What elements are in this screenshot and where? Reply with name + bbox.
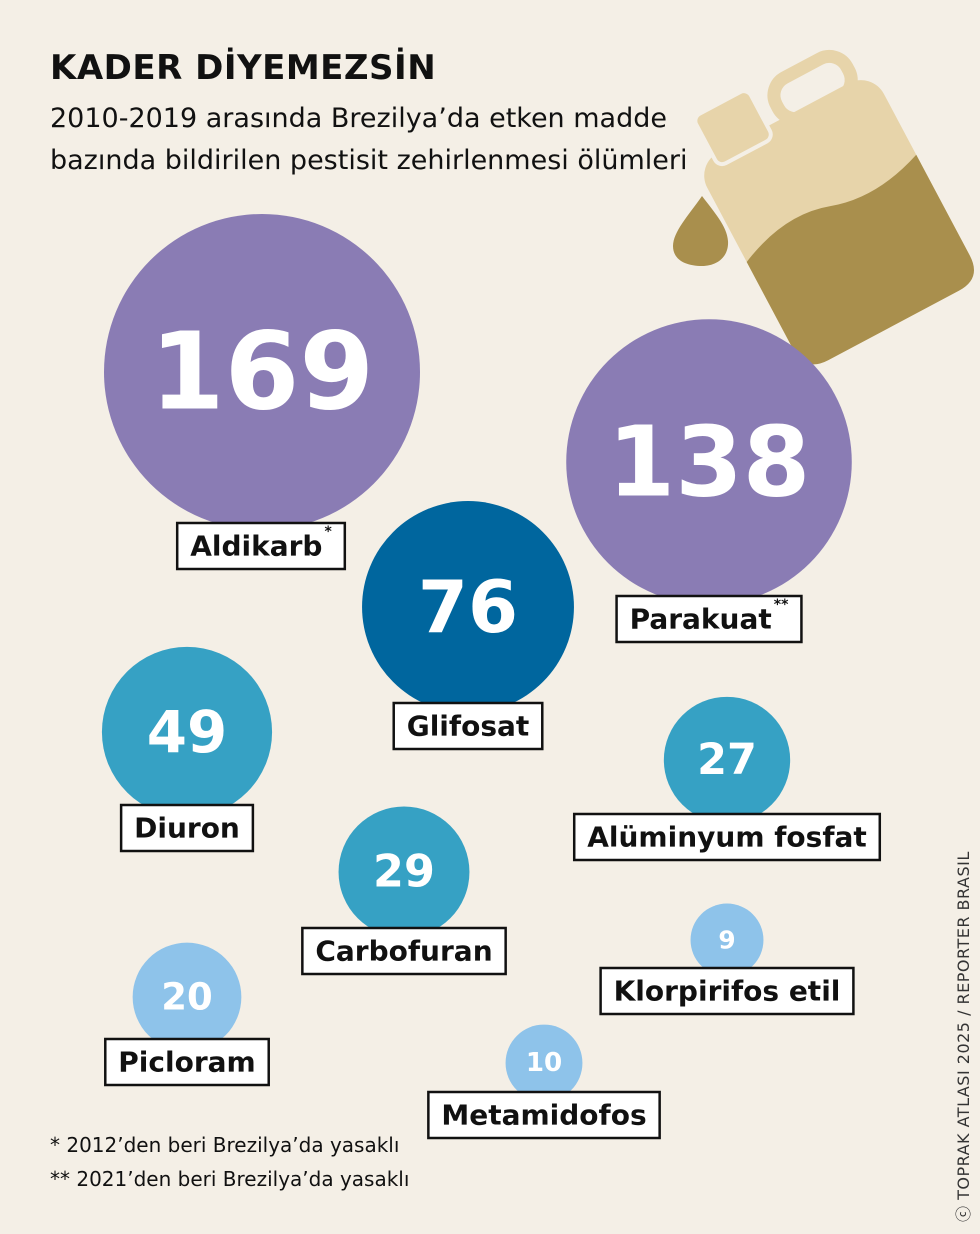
value-label-klorpirifos-etil: 9 xyxy=(718,926,735,955)
category-label-parakuat: Parakuat xyxy=(630,603,772,636)
value-label-parakuat: 138 xyxy=(608,406,811,519)
footnotes: * 2012’den beri Brezilya’da yasaklı ** 2… xyxy=(50,1128,409,1196)
bubble-al-minyum-fosfat xyxy=(663,696,791,824)
source-credit: ⓒ TOPRAK ATLASI 2025 / REPORTER BRASIL xyxy=(950,851,974,1222)
value-label-glifosat: 76 xyxy=(418,565,518,649)
bubble-klorpirifos-etil xyxy=(690,903,764,977)
value-label-picloram: 20 xyxy=(161,976,212,1019)
label-box-diuron xyxy=(119,803,255,853)
label-box-al-minyum-fosfat xyxy=(572,812,882,862)
bubble-metamidofos xyxy=(505,1024,583,1102)
value-label-carbofuran: 29 xyxy=(373,847,435,898)
chart-subtitle: 2010-2019 arasında Brezilya’da etken mad… xyxy=(50,103,688,176)
value-label-al-minyum-fosfat: 27 xyxy=(697,735,757,785)
chart-title: KADER DİYEMEZSİN xyxy=(50,48,437,88)
footnote-marker-parakuat: ** xyxy=(774,597,789,613)
creative-commons-icon: ⓒ xyxy=(954,1199,973,1222)
value-label-diuron: 49 xyxy=(147,698,228,766)
category-label-klorpirifos-etil: Klorpirifos etil xyxy=(614,975,841,1008)
footnote-aldikarb: * 2012’den beri Brezilya’da yasaklı xyxy=(50,1133,400,1157)
category-label-picloram: Picloram xyxy=(118,1046,255,1079)
category-label-metamidofos: Metamidofos xyxy=(441,1099,646,1132)
bubble-glifosat xyxy=(362,501,574,713)
label-box-metamidofos xyxy=(427,1090,661,1140)
label-box-parakuat xyxy=(615,594,803,644)
source-credit-text: TOPRAK ATLASI 2025 / REPORTER BRASIL xyxy=(954,851,973,1200)
label-box-klorpirifos-etil xyxy=(599,966,855,1016)
category-label-al-minyum-fosfat: Alüminyum fosfat xyxy=(587,821,867,854)
bubble-picloram xyxy=(132,942,242,1052)
drop-icon xyxy=(673,196,729,266)
value-label-metamidofos: 10 xyxy=(526,1048,562,1078)
footnote-parakuat: ** 2021’den beri Brezilya’da yasaklı xyxy=(50,1167,410,1191)
category-label-diuron: Diuron xyxy=(134,812,240,845)
value-label-aldikarb: 169 xyxy=(150,310,374,435)
category-label-aldikarb: Aldikarb xyxy=(190,530,322,563)
bubble-aldikarb xyxy=(104,214,420,530)
label-box-carbofuran xyxy=(301,926,507,976)
bubble-parakuat xyxy=(566,319,852,605)
canister-icon xyxy=(693,49,974,365)
label-box-aldikarb xyxy=(175,521,347,571)
category-label-carbofuran: Carbofuran xyxy=(315,935,492,968)
category-label-glifosat: Glifosat xyxy=(407,710,530,743)
bubble-diuron xyxy=(101,646,273,818)
label-box-picloram xyxy=(104,1037,270,1087)
bubble-carbofuran xyxy=(338,806,470,938)
footnote-marker-aldikarb: * xyxy=(324,524,332,540)
label-box-glifosat xyxy=(392,701,544,751)
